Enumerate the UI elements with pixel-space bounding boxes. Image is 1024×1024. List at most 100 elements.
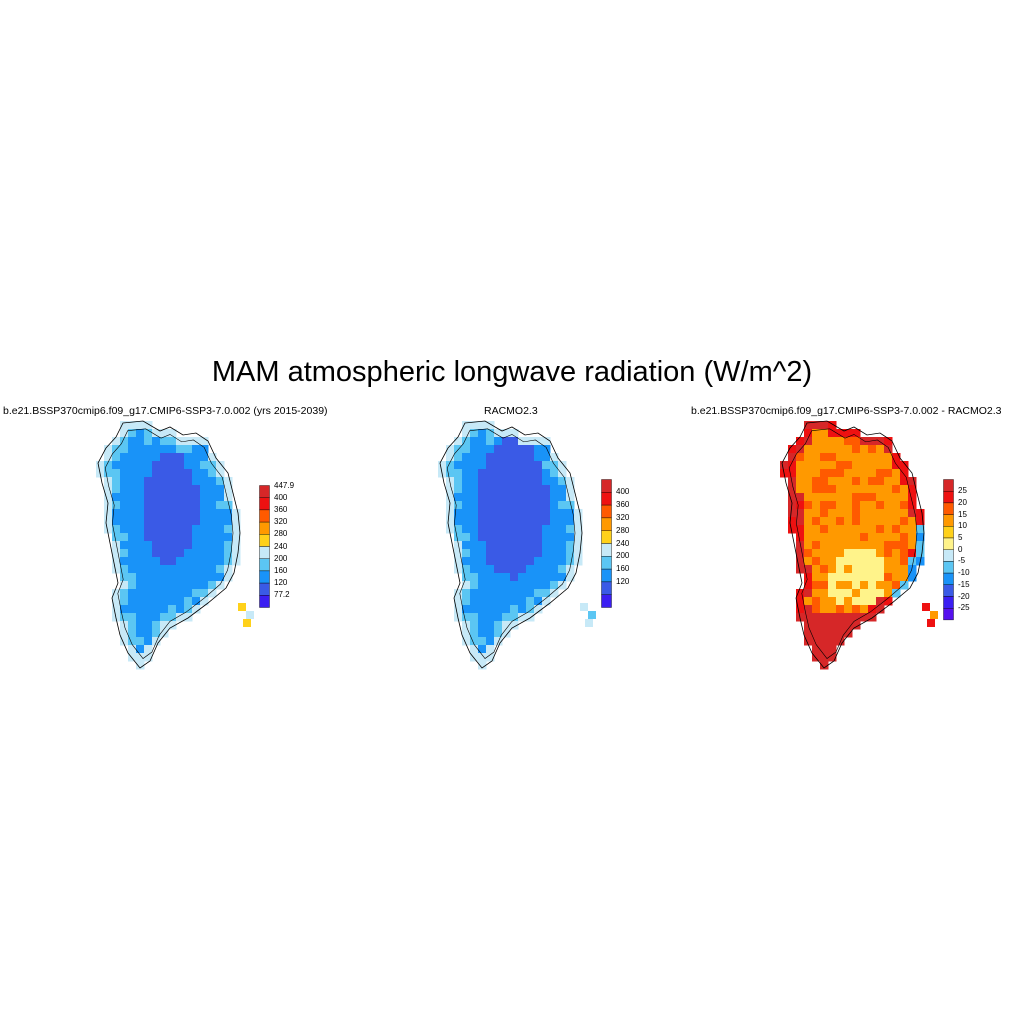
colorbar-tick-label: 77.2: [274, 590, 290, 600]
map-grid-cell: [518, 453, 527, 462]
map-grid-cell: [152, 445, 161, 454]
map-grid-cell: [836, 541, 845, 550]
map-grid-cell: [510, 453, 519, 462]
map-grid-cell: [860, 581, 869, 590]
map-grid-cell: [542, 581, 551, 590]
map-grid-cell: [836, 437, 845, 446]
map-grid-cell: [168, 597, 177, 606]
map-grid-cell: [892, 461, 901, 470]
map-grid-cell: [160, 629, 169, 638]
map-grid-cell: [860, 453, 869, 462]
map-grid-cell: [502, 557, 511, 566]
map-grid-cell: [558, 477, 567, 486]
colorbar-tick-label: 360: [616, 500, 630, 510]
map-grid-cell: [168, 517, 177, 526]
map-grid-cell: [828, 509, 837, 518]
colorbar-box: [943, 502, 954, 515]
map-grid-cell: [788, 445, 797, 454]
map-grid-cell: [534, 469, 543, 478]
colorbar-tick-label: 25: [958, 486, 967, 496]
map-grid-cell: [470, 453, 479, 462]
map-grid-cell: [796, 605, 805, 614]
map-grid-cell: [534, 549, 543, 558]
greenland-map-obs: [438, 420, 596, 670]
map-grid-cell: [852, 533, 861, 542]
map-grid-cell: [192, 541, 201, 550]
map-grid-cell: [200, 549, 209, 558]
map-grid-cell: [820, 653, 829, 662]
map-grid-cell: [200, 453, 209, 462]
map-grid-cell: [112, 525, 121, 534]
map-grid-cell: [136, 541, 145, 550]
map-grid-cell: [836, 461, 845, 470]
map-grid-cell: [144, 533, 153, 542]
map-grid-cell: [216, 541, 225, 550]
map-grid-cell: [884, 557, 893, 566]
map-grid-cell: [216, 533, 225, 542]
map-grid-cell: [486, 445, 495, 454]
map-grid-cell: [884, 549, 893, 558]
map-grid-cell: [224, 501, 233, 510]
map-grid-cell: [192, 581, 201, 590]
map-grid-cell: [144, 477, 153, 486]
map-grid-cell: [558, 493, 567, 502]
map-grid-cell: [144, 501, 153, 510]
map-grid-cell: [136, 637, 145, 646]
map-grid-cell: [868, 533, 877, 542]
colorbar-tick-label: 360: [274, 504, 288, 514]
map-grid-cell: [900, 493, 909, 502]
map-grid-cell: [828, 589, 837, 598]
map-grid-cell: [184, 509, 193, 518]
map-grid-cell: [534, 525, 543, 534]
map-grid-cell: [176, 477, 185, 486]
map-grid-cell: [486, 525, 495, 534]
map-grid-cell: [852, 469, 861, 478]
map-grid-cell: [534, 437, 543, 446]
map-grid-cell: [534, 581, 543, 590]
map-grid-cell: [534, 541, 543, 550]
map-grid-cell: [192, 565, 201, 574]
map-grid-cell: [804, 565, 813, 574]
map-grid-cell: [120, 573, 129, 582]
map-grid-cell: [200, 589, 209, 598]
map-grid-cell: [820, 429, 829, 438]
map-grid-cell: [470, 645, 479, 654]
map-grid-cell: [860, 605, 869, 614]
map-grid-cell: [184, 469, 193, 478]
map-grid-cell: [876, 509, 885, 518]
colorbar-box: [259, 582, 270, 596]
map-grid-cell: [812, 589, 821, 598]
map-grid-cell: [868, 445, 877, 454]
map-grid-cell: [900, 501, 909, 510]
map-grid-cell: [884, 509, 893, 518]
panel-title-model: b.e21.BSSP370cmip6.f09_g17.CMIP6-SSP3-7.…: [3, 405, 328, 417]
map-grid-cell: [494, 477, 503, 486]
map-grid-cell: [502, 477, 511, 486]
map-grid-cell: [144, 517, 153, 526]
map-grid-cell: [462, 421, 471, 430]
map-grid-cell: [454, 525, 463, 534]
map-grid-cell: [136, 509, 145, 518]
map-grid-cell: [828, 461, 837, 470]
map-grid-cell: [820, 541, 829, 550]
map-grid-cell: [892, 509, 901, 518]
map-grid-cell: [510, 477, 519, 486]
map-grid-cell: [828, 653, 837, 662]
map-grid-cell: [860, 493, 869, 502]
map-grid-cell: [836, 429, 845, 438]
colorbar-box: [943, 479, 954, 492]
map-grid-cell: [852, 437, 861, 446]
map-grid-cell: [216, 477, 225, 486]
map-grid-cell: [462, 581, 471, 590]
colorbar-boxes: [601, 479, 612, 608]
map-grid-cell: [160, 589, 169, 598]
map-grid-cell: [502, 589, 511, 598]
map-grid-cell: [502, 597, 511, 606]
map-grid-cell: [868, 437, 877, 446]
map-grid-cell: [478, 517, 487, 526]
colorbar-box: [943, 514, 954, 527]
map-grid-cell: [454, 501, 463, 510]
map-grid-cell: [828, 573, 837, 582]
map-grid-cell: [144, 453, 153, 462]
map-grid-cell: [510, 525, 519, 534]
